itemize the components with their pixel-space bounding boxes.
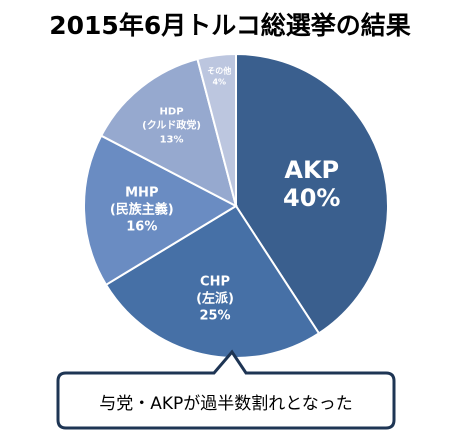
slice-label-2-sublabel: (民族主義) — [110, 202, 174, 218]
slice-label-1-name: CHP — [200, 274, 230, 289]
slice-label-3-name: HDP — [160, 107, 184, 118]
pie-slice-3 — [99, 57, 238, 208]
slice-label-3-value: 13% — [160, 135, 184, 146]
slice-label-2-name: MHP — [125, 186, 158, 201]
callout-text: 与党・AKPが過半数割れとなった — [99, 394, 353, 414]
slice-label-0-value: 40% — [283, 184, 340, 212]
pie-slice-1 — [104, 204, 321, 359]
slice-label-2-value: 16% — [126, 220, 157, 235]
pie-slice-2 — [83, 134, 239, 287]
pie-slice-4 — [196, 52, 237, 207]
pie-slices — [83, 52, 389, 359]
slice-label-0-name: AKP — [284, 156, 339, 184]
slice-label-3-sublabel: (クルド政党) — [142, 119, 201, 132]
callout-bubble — [56, 349, 396, 430]
slice-label-1-sublabel: (左派) — [196, 290, 234, 306]
slice-label-4-value: 4% — [212, 78, 226, 87]
slice-label-1-value: 25% — [199, 308, 230, 323]
callout: 与党・AKPが過半数割れとなった — [56, 349, 396, 430]
slice-label-4-name: その他 — [207, 66, 231, 76]
chart-title: 2015年6月トルコ総選挙の結果 — [49, 11, 411, 40]
